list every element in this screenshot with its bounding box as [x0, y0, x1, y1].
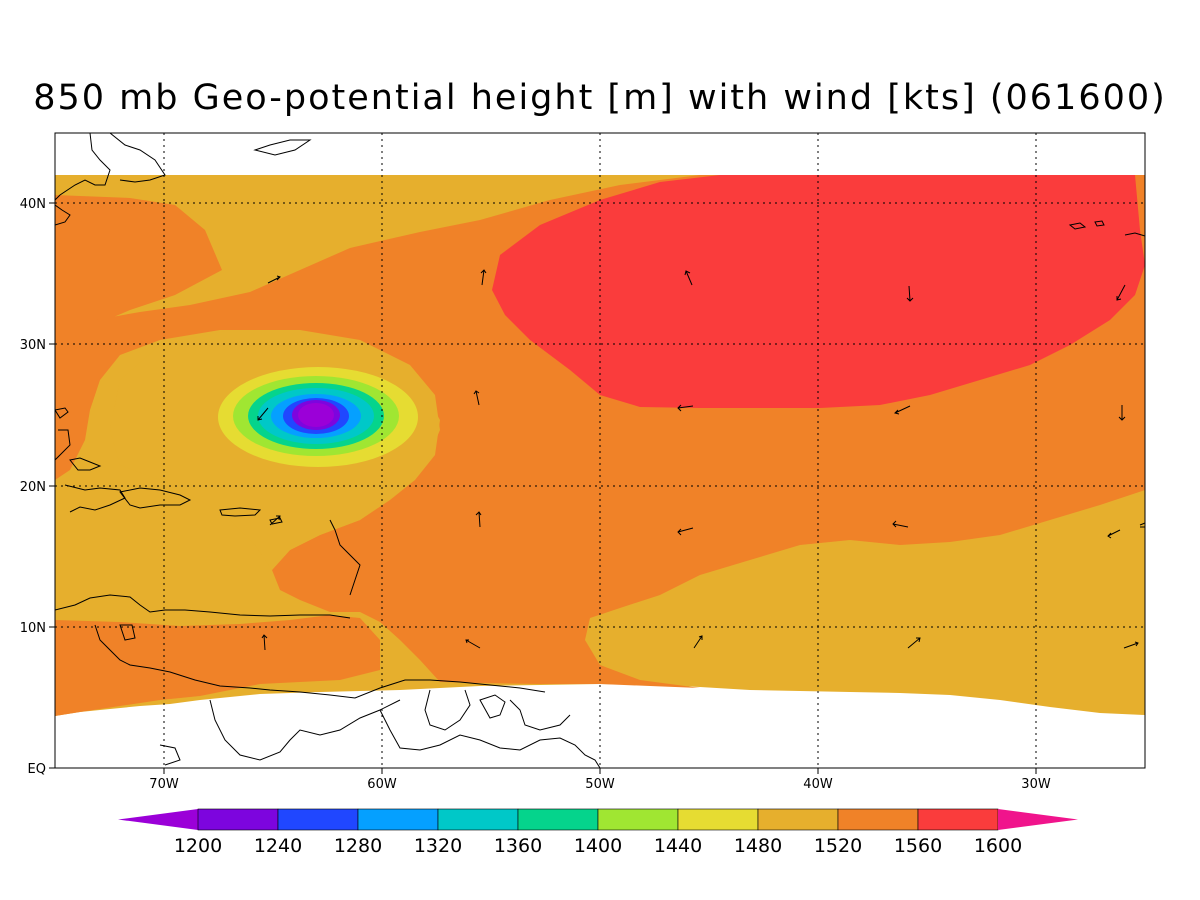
colorbar-swatch	[757, 808, 839, 831]
map-title: 850 mb Geo-potential height [m] with win…	[33, 78, 1167, 118]
lon-label-50w: 50W	[585, 777, 615, 792]
colorbar-swatch	[277, 808, 359, 831]
colorbar-label: 1560	[894, 835, 942, 857]
colorbar-label: 1320	[414, 835, 462, 857]
colorbar-swatch	[837, 808, 919, 831]
lon-label-70w: 70W	[149, 777, 179, 792]
colorbar-arrow-low	[118, 809, 198, 830]
map-plot-area	[55, 133, 1145, 768]
lat-label-20n: 20N	[20, 480, 46, 495]
colorbar-swatch	[917, 808, 999, 831]
coastlines	[55, 133, 1145, 768]
lat-label-eq: EQ	[28, 762, 46, 777]
lat-label-10n: 10N	[20, 621, 46, 636]
colorbar-swatch	[517, 808, 599, 831]
colorbar-label: 1520	[814, 835, 862, 857]
lat-label-40n: 40N	[20, 197, 46, 212]
colorbar-label: 1480	[734, 835, 782, 857]
lon-label-40w: 40W	[803, 777, 833, 792]
tick-marks	[49, 202, 1037, 774]
colorbar-swatch	[597, 808, 679, 831]
colorbar-swatch	[357, 808, 439, 831]
lon-label-60w: 60W	[367, 777, 397, 792]
colorbar-label: 1200	[174, 835, 222, 857]
colorbar-swatch	[437, 808, 519, 831]
height-1600-fill	[492, 175, 1145, 408]
lat-label-30n: 30N	[20, 338, 46, 353]
colorbar: 1200 1240 1280 1320 1360 1400 1440 1480 1520 1560…	[118, 808, 1078, 857]
colorbar-label: 1280	[334, 835, 382, 857]
colorbar-label: 1440	[654, 835, 702, 857]
colorbar-label: 1400	[574, 835, 622, 857]
height-1560-fill	[55, 195, 222, 440]
colorbar-swatch	[197, 808, 279, 831]
latitude-labels: 40N 30N 20N 10N EQ	[20, 197, 46, 777]
latitude-gridlines	[55, 202, 1145, 628]
lon-label-30w: 30W	[1021, 777, 1051, 792]
height-1560-fill-southwest	[55, 615, 380, 716]
colorbar-label: 1360	[494, 835, 542, 857]
height-1200-fill	[298, 403, 334, 427]
colorbar-label: 1240	[254, 835, 302, 857]
wind-arrows	[257, 269, 1145, 651]
colorbar-label: 1600	[974, 835, 1022, 857]
colorbar-arrow-high	[998, 809, 1078, 830]
longitude-gridlines	[163, 133, 1037, 768]
longitude-labels: 70W 60W 50W 40W 30W	[149, 777, 1051, 792]
colorbar-swatch	[677, 808, 759, 831]
